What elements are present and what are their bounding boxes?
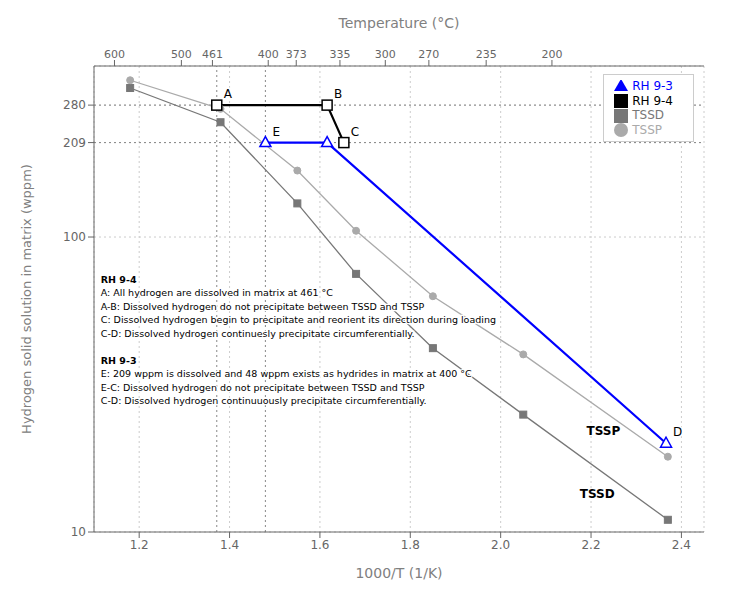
svg-text:1.4: 1.4 — [220, 538, 239, 552]
svg-text:600: 600 — [104, 48, 125, 61]
svg-text:335: 335 — [329, 48, 350, 61]
svg-text:200: 200 — [541, 48, 562, 61]
svg-text:209: 209 — [63, 136, 86, 150]
svg-text:400: 400 — [258, 48, 279, 61]
svg-text:TSSP: TSSP — [587, 424, 621, 438]
svg-text:2.0: 2.0 — [491, 538, 510, 552]
svg-text:280: 280 — [63, 98, 86, 112]
svg-text:1000/T (1/K): 1000/T (1/K) — [355, 565, 442, 581]
svg-text:Hydrogen solid solution in mat: Hydrogen solid solution in matrix (wppm) — [19, 164, 34, 434]
svg-text:C: C — [351, 125, 359, 139]
svg-text:300: 300 — [375, 48, 396, 61]
svg-text:1.8: 1.8 — [401, 538, 420, 552]
svg-text:D: D — [673, 425, 682, 439]
svg-text:235: 235 — [476, 48, 497, 61]
svg-text:TSSD: TSSD — [580, 487, 615, 501]
svg-text:100: 100 — [63, 230, 86, 244]
svg-text:2.4: 2.4 — [672, 538, 691, 552]
svg-text:Temperature (°C): Temperature (°C) — [338, 15, 460, 31]
svg-text:373: 373 — [286, 48, 307, 61]
svg-text:1.6: 1.6 — [310, 538, 329, 552]
svg-text:RH 9-4A: All hydrogen are diss: RH 9-4A: All hydrogen are dissolved in m… — [101, 274, 496, 407]
svg-text:270: 270 — [418, 48, 439, 61]
svg-text:500: 500 — [171, 48, 192, 61]
svg-text:E: E — [272, 125, 280, 139]
svg-text:10: 10 — [71, 525, 86, 539]
svg-text:B: B — [334, 87, 342, 101]
svg-text:461: 461 — [202, 48, 223, 61]
svg-text:2.2: 2.2 — [581, 538, 600, 552]
svg-text:A: A — [224, 87, 233, 101]
svg-text:1.2: 1.2 — [130, 538, 149, 552]
